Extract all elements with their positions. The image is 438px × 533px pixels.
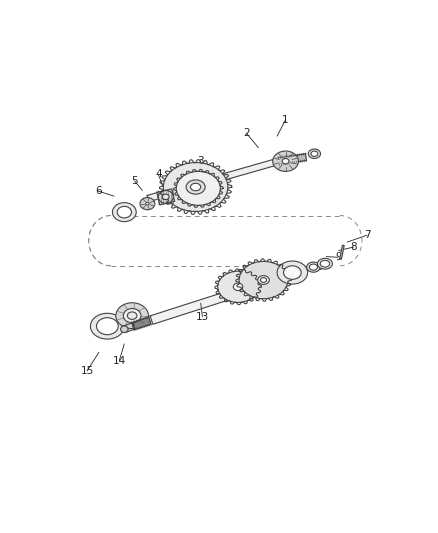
Ellipse shape xyxy=(309,264,318,270)
Ellipse shape xyxy=(96,318,118,335)
Ellipse shape xyxy=(124,309,141,323)
Polygon shape xyxy=(132,317,151,330)
Ellipse shape xyxy=(311,151,318,157)
Polygon shape xyxy=(150,269,299,324)
Ellipse shape xyxy=(283,266,301,279)
Ellipse shape xyxy=(191,183,201,191)
Ellipse shape xyxy=(127,312,137,319)
Text: 4: 4 xyxy=(155,169,162,179)
Ellipse shape xyxy=(320,260,330,267)
Ellipse shape xyxy=(318,259,332,269)
Text: 9: 9 xyxy=(335,252,342,262)
Ellipse shape xyxy=(282,158,289,164)
Polygon shape xyxy=(157,189,175,205)
Polygon shape xyxy=(340,245,344,259)
Text: 7: 7 xyxy=(364,230,371,240)
Ellipse shape xyxy=(116,303,148,328)
Ellipse shape xyxy=(140,198,155,210)
Ellipse shape xyxy=(307,262,320,272)
Ellipse shape xyxy=(258,276,269,285)
Text: 12: 12 xyxy=(248,285,261,295)
Polygon shape xyxy=(123,323,135,333)
Text: 14: 14 xyxy=(113,356,126,366)
Text: 6: 6 xyxy=(95,186,102,196)
Text: 11: 11 xyxy=(279,274,292,284)
Ellipse shape xyxy=(186,180,205,194)
Ellipse shape xyxy=(146,203,149,205)
Ellipse shape xyxy=(273,151,298,172)
Ellipse shape xyxy=(90,313,124,339)
Ellipse shape xyxy=(113,203,136,222)
Text: 1: 1 xyxy=(282,115,289,125)
Text: 3: 3 xyxy=(198,156,204,166)
Ellipse shape xyxy=(117,206,131,218)
Ellipse shape xyxy=(176,172,220,205)
Text: 15: 15 xyxy=(80,366,94,376)
Ellipse shape xyxy=(239,261,288,298)
Text: 8: 8 xyxy=(350,242,357,252)
Text: 2: 2 xyxy=(243,128,250,139)
Ellipse shape xyxy=(308,149,321,158)
Ellipse shape xyxy=(261,278,267,282)
Ellipse shape xyxy=(277,261,307,284)
Ellipse shape xyxy=(120,326,128,333)
Text: 13: 13 xyxy=(196,312,209,322)
Polygon shape xyxy=(147,158,280,201)
Polygon shape xyxy=(278,154,307,165)
Ellipse shape xyxy=(163,163,228,212)
Text: 5: 5 xyxy=(131,176,138,186)
Ellipse shape xyxy=(162,194,169,199)
Text: 10: 10 xyxy=(311,262,324,272)
Ellipse shape xyxy=(233,283,243,290)
Ellipse shape xyxy=(218,271,258,302)
